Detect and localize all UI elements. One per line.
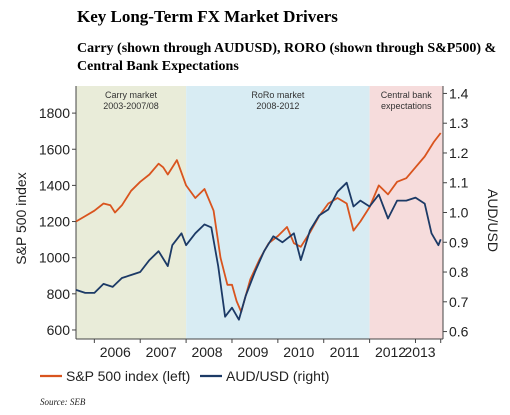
region-2: [186, 86, 370, 339]
axes-layer: 600 800 1000 1200 1400 1600 1800 0.6 0.7 0.8 0.9 1.…: [39, 85, 469, 360]
y-tick-label-1800: 1800: [39, 105, 70, 121]
y-tick-label-600: 600: [47, 322, 71, 338]
y-tick-label-1200: 1200: [39, 214, 70, 230]
region-label-1-line-1: Carry market: [105, 90, 158, 100]
regions-layer: [76, 86, 443, 339]
x-tick-label-2013: 2013: [404, 344, 435, 360]
series-layer: [75, 132, 442, 321]
y-tick-label-1000: 1000: [39, 250, 70, 266]
region-label-1-line-2: 2003-2007/08: [103, 101, 159, 111]
y2-tick-label-7: 1.3: [449, 115, 469, 131]
page-subtitle: Carry (shown through AUDUSD), RORO (show…: [77, 41, 497, 74]
page-title: Key Long-Term FX Market Drivers: [77, 7, 338, 26]
x-tick-label-2007: 2007: [146, 344, 177, 360]
y2-tick-label-6: 1.2: [449, 145, 469, 161]
y2-axis-title: AUD/USD: [485, 189, 501, 252]
region-label-2-line-1: RoRo market: [251, 90, 305, 100]
legend: S&P 500 index (left) AUD/USD (right): [40, 368, 329, 384]
y2-tick-label-0: 0.6: [449, 324, 469, 340]
x-tick-label-2009: 2009: [237, 344, 268, 360]
region-label-2-line-2: 2008-2012: [256, 101, 299, 111]
y2-tick-label-3: 0.9: [449, 234, 469, 250]
region-1: [76, 86, 187, 339]
series-line-audusd: [75, 181, 442, 321]
x-tick-label-2006: 2006: [100, 344, 131, 360]
source-note: Source: SEB: [40, 397, 86, 407]
y2-tick-label-8: 1.4: [449, 85, 469, 101]
y-tick-label-800: 800: [47, 286, 71, 302]
x-tick-label-2012: 2012: [375, 344, 406, 360]
y2-tick-label-2: 0.8: [449, 264, 469, 280]
y2-tick-label-5: 1.1: [449, 175, 469, 191]
x-tick-label-2011: 2011: [330, 344, 360, 360]
y2-tick-label-4: 1.0: [449, 205, 469, 221]
legend-label-2: AUD/USD (right): [226, 368, 329, 384]
legend-label-1: S&P 500 index (left): [66, 368, 190, 384]
region-label-3-line-2: expectations: [381, 101, 432, 111]
region-label-3-line-1: Central bank: [381, 90, 433, 100]
x-tick-label-2008: 2008: [191, 344, 222, 360]
y-tick-label-1600: 1600: [39, 141, 70, 157]
region-3: [369, 86, 443, 339]
y2-tick-label-1: 0.7: [449, 294, 469, 310]
x-tick-label-2010: 2010: [283, 344, 314, 360]
y-tick-label-1400: 1400: [39, 177, 70, 193]
y-axis-title: S&P 500 index: [13, 172, 29, 264]
